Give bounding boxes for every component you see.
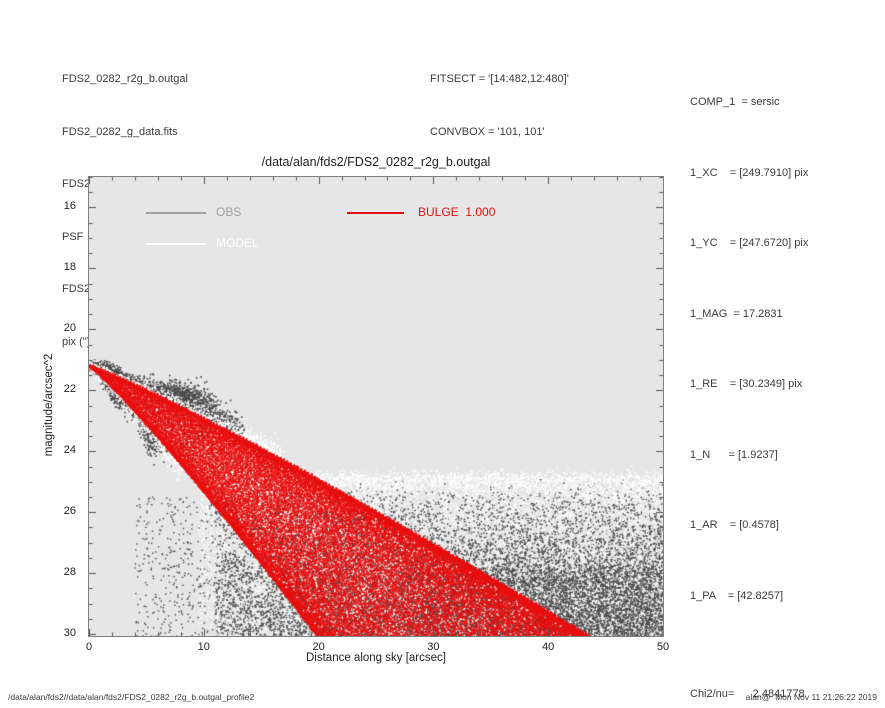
- fit-line: FITSECT = '[14:482,12:480]': [430, 73, 569, 85]
- footer-output-path: /data/alan/fds2//data/alan/fds2/FDS2_028…: [8, 692, 255, 702]
- legend-bulge-line: [347, 212, 404, 214]
- file-line: FDS2_0282_g_data.fits: [62, 125, 178, 138]
- param-line: 1_AR = [0.4578]: [690, 519, 779, 531]
- y-tick-label: 20: [63, 322, 76, 335]
- y-tick-label: 22: [63, 383, 76, 396]
- component-params-block: COMP_1 = sersic 1_XC = [249.7910] pix 1_…: [690, 44, 808, 708]
- legend-obs-label: OBS: [216, 205, 242, 219]
- y-axis-tick-labels: 16 18 20 22 24 26 28 30: [40, 177, 82, 640]
- legend-obs-line: [146, 212, 206, 214]
- param-line: 1_PA = [42.8257]: [690, 589, 784, 602]
- x-tick-label: 40: [542, 641, 555, 653]
- param-line: 1_RE = [30.2349] pix: [690, 378, 803, 390]
- y-tick-label: 24: [63, 444, 76, 457]
- x-axis-title: Distance along sky [arcsec]: [306, 652, 446, 664]
- x-tick-label: 50: [656, 641, 670, 653]
- fit-line: CONVBOX = '101, 101': [430, 125, 545, 138]
- param-line: COMP_1 = sersic: [690, 96, 780, 108]
- y-tick-label: 16: [63, 200, 76, 213]
- y-tick-label: 18: [63, 261, 76, 274]
- x-tick-label: 0: [85, 641, 93, 653]
- param-line: 1_N = [1.9237]: [690, 448, 778, 461]
- y-tick-label: 28: [63, 566, 76, 579]
- y-tick-label: 30: [63, 627, 76, 640]
- legend-model-label: MODEL: [216, 236, 259, 250]
- x-tick-label: 10: [197, 641, 210, 653]
- param-line: 1_XC = [249.7910] pix: [690, 166, 809, 179]
- x-tick-label: 30: [427, 641, 440, 653]
- param-line: 1_YC = [247.6720] pix: [690, 237, 809, 249]
- x-tick-label: 20: [312, 641, 325, 653]
- scatter-canvas: [89, 177, 663, 636]
- legend-bulge-label: BULGE 1.000: [418, 205, 496, 219]
- chi2-value: Chi2/nu= 2.4841778: [690, 688, 805, 700]
- file-line: FDS2_0282_r2g_b.outgal: [62, 73, 188, 85]
- x-axis-tick-labels: 0 10 20 30 40 50: [86, 641, 669, 655]
- footer-user-timestamp: alan@ Mon Nov 11 21:26:22 2019: [745, 692, 877, 702]
- y-axis-title: magnitude/arcsec^2: [43, 353, 55, 457]
- plot-title: /data/alan/fds2/FDS2_0282_r2g_b.outgal: [261, 155, 491, 169]
- plot-area: OBS MODEL BULGE 1.000: [88, 176, 664, 637]
- legend-model-line: [146, 243, 206, 245]
- param-line: 1_MAG = 17.2831: [690, 307, 783, 320]
- y-tick-label: 26: [63, 505, 76, 518]
